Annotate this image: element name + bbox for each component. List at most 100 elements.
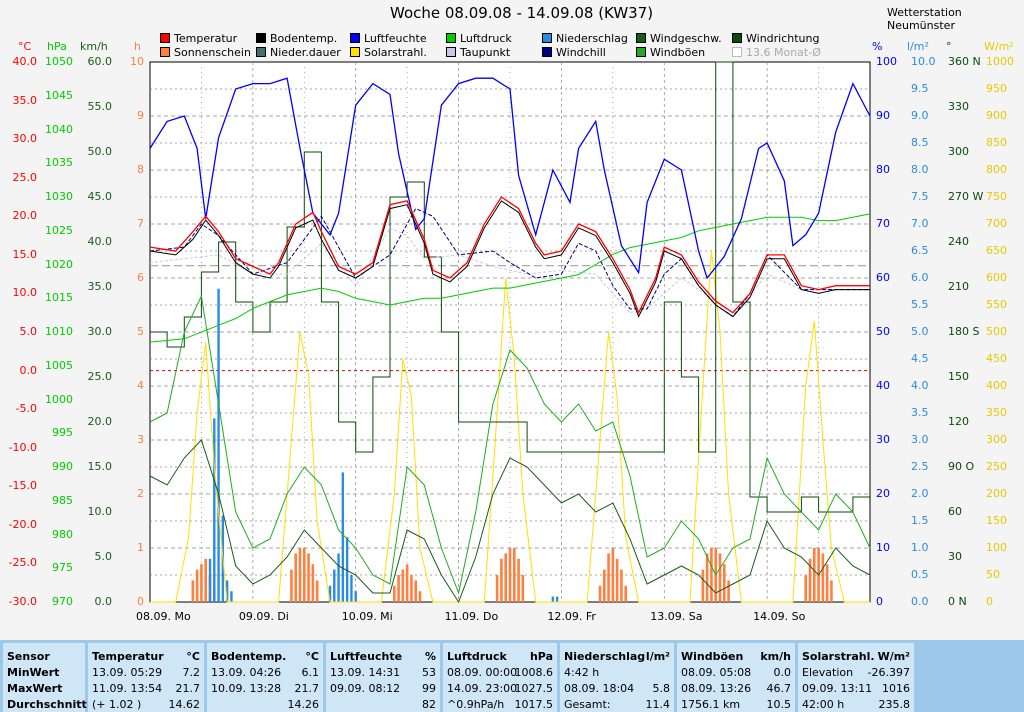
deg-tick: 30 (948, 550, 962, 563)
temp-tick: -25.0 (8, 556, 37, 570)
lm2-tick: 3.0 (911, 433, 929, 446)
day-label: 09.09. Di (238, 610, 289, 623)
sonnenschein-bar (307, 553, 310, 602)
legend-item-niederschlag: Niederschlag (542, 32, 628, 45)
hpa-tick: 1015 (45, 291, 73, 305)
temp-tick: -5.0 (15, 402, 37, 416)
niederschlag-bar (337, 553, 340, 602)
niederschlag-bar (328, 585, 332, 602)
stats-cell: 0.0 (773, 666, 792, 679)
kmh-tick: 40.0 (87, 235, 113, 248)
sonnenschein-bar (195, 569, 199, 602)
wm2-tick: 650 (986, 244, 1007, 257)
legend-label: Windgeschw. (650, 32, 722, 45)
unit-lm2: l/m² (907, 40, 929, 53)
kmh-tick: 30.0 (87, 325, 113, 338)
h-tick: 8 (137, 163, 144, 176)
windrichtung-line (150, 61, 870, 513)
stats-cell: -26.397 (867, 666, 910, 679)
sonnenschein-bar (624, 585, 628, 602)
legend-swatch (446, 47, 456, 57)
legend-swatch (350, 33, 360, 43)
stats-column-sensor (3, 643, 85, 712)
wm2-tick: 50 (986, 568, 1000, 581)
sonnenschein-bar (410, 575, 413, 602)
sonnenschein-bar (290, 569, 293, 602)
day-label: 08.09. Mo (136, 610, 191, 623)
day-label: 11.09. Do (444, 610, 499, 623)
wm2-tick: 600 (986, 271, 1007, 284)
sonnenschein-bar (517, 558, 520, 602)
wm2-tick: 1000 (986, 55, 1014, 68)
sonnenschein-bar (504, 553, 508, 602)
stats-cell: °C (186, 650, 200, 663)
niederschlag-bar (350, 575, 353, 602)
deg-tick: 210 (948, 280, 969, 293)
pct-tick: 20 (876, 487, 890, 500)
stats-cell: km/h (760, 650, 791, 663)
lm2-tick: 8.0 (911, 163, 929, 176)
lm2-tick: 9.5 (911, 82, 929, 95)
hpa-tick: 980 (52, 527, 73, 541)
deg-tick: 120 (948, 415, 969, 428)
deg-tick: 180 S (948, 325, 980, 338)
unit-hpa: hPa (47, 40, 67, 53)
sonnenschein-bar (200, 564, 203, 602)
wm2-tick: 700 (986, 217, 1007, 230)
deg-tick: 270 W (948, 190, 984, 203)
legend-label: Solarstrahl. (364, 46, 427, 59)
legend-label: Sonnenschein (174, 46, 251, 59)
legend-swatch (350, 47, 360, 57)
sonnenschein-bar (602, 569, 606, 602)
sonnenschein-bar (825, 564, 829, 602)
wm2-tick: 500 (986, 325, 1007, 338)
wm2-tick: 750 (986, 190, 1007, 203)
sonnenschein-bar (705, 553, 709, 602)
stats-column-gust (677, 643, 795, 712)
stats-cell: 08.09. 00:00 (447, 666, 518, 679)
stats-cell: 4:42 h (564, 666, 600, 679)
kmh-tick: 25.0 (87, 370, 113, 383)
stats-cell: 11.09. 13:54 (92, 682, 163, 695)
stats-cell: Luftdruck (447, 650, 507, 663)
sonnenschein-bar (804, 575, 808, 602)
sonnenschein-bar (830, 580, 833, 602)
wm2-tick: 950 (986, 82, 1007, 95)
stats-cell: 42:00 h (802, 698, 845, 711)
stats-cell: 53 (422, 666, 436, 679)
kmh-tick: 45.0 (87, 190, 113, 203)
stats-cell: (+ 1.02 ) (92, 698, 142, 711)
pct-tick: 50 (876, 325, 890, 338)
sonnenschein-bar (611, 548, 615, 602)
unit-deg: ° (946, 40, 952, 53)
stats-column-soil (207, 643, 323, 712)
sonnenschein-bar (401, 569, 405, 602)
niederschlag-bar (341, 472, 345, 602)
lm2-tick: 2.0 (911, 487, 929, 500)
niederschlag-bar (213, 418, 216, 602)
legend-label: Nieder.dauer (270, 46, 341, 59)
lm2-tick: 7.5 (911, 190, 929, 203)
unit-wm2: W/m² (984, 40, 1014, 53)
stats-cell: W/m² (877, 650, 910, 663)
chart-title: Woche 08.09.08 - 14.09.08 (KW37) (390, 4, 654, 22)
niederschlag-bar (354, 591, 357, 602)
h-tick: 9 (137, 109, 144, 122)
sonnenschein-bar (620, 569, 623, 602)
wm2-tick: 450 (986, 352, 1007, 365)
unit-pct: % (872, 40, 883, 53)
stats-cell: ^0.9hPa/h (447, 698, 505, 711)
stats-cell: 1008.6 (514, 666, 554, 679)
pct-tick: 40 (876, 379, 890, 392)
lm2-tick: 8.5 (911, 136, 929, 149)
lm2-tick: 5.0 (911, 325, 929, 338)
stats-cell: MinWert (7, 666, 60, 679)
stats-cell: 1756.1 km (681, 698, 741, 711)
temp-tick: 30.0 (12, 132, 38, 146)
stats-cell: 1027.5 (514, 682, 554, 695)
temp-tick: 15.0 (12, 247, 38, 261)
pct-tick: 0 (876, 595, 883, 608)
hpa-tick: 1010 (45, 325, 73, 338)
h-tick: 2 (137, 487, 144, 500)
unit-kmh: km/h (80, 40, 108, 53)
